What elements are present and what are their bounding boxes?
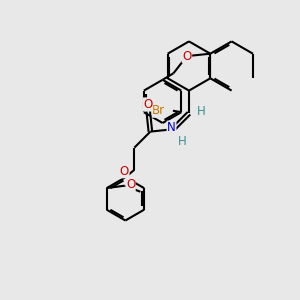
Text: O: O <box>143 98 153 111</box>
Text: O: O <box>120 165 129 178</box>
Text: H: H <box>178 135 186 148</box>
Text: H: H <box>197 105 206 118</box>
Text: O: O <box>126 178 135 191</box>
Text: O: O <box>182 50 192 63</box>
Text: Br: Br <box>152 104 165 117</box>
Text: N: N <box>167 121 176 134</box>
